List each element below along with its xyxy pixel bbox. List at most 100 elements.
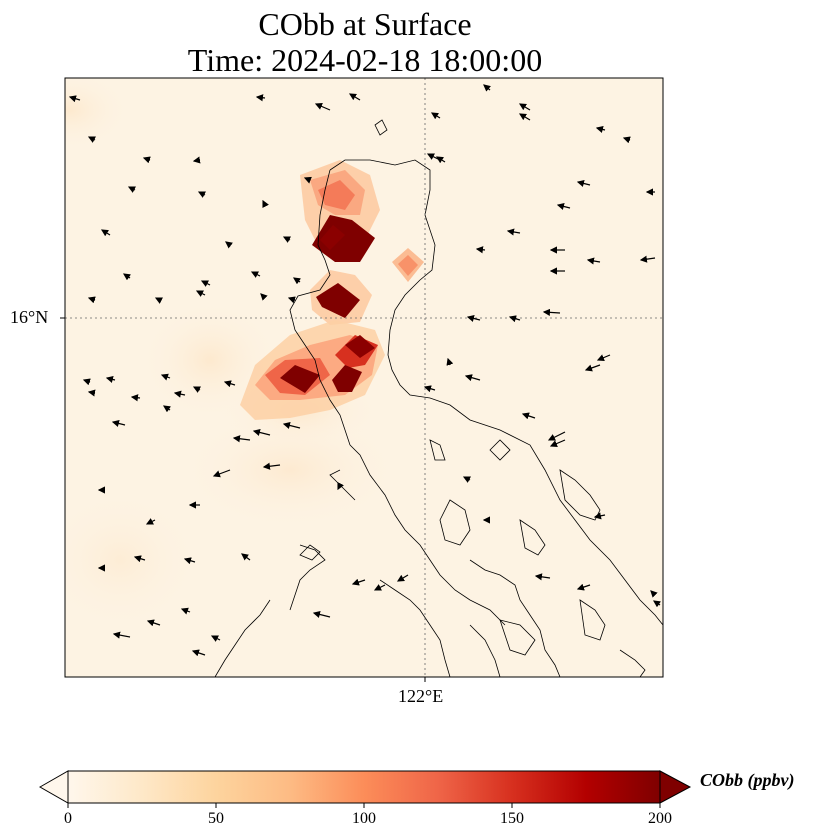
- wind-arrow: [593, 512, 606, 520]
- wind-arrow: [586, 257, 601, 265]
- wind-arrow: [396, 574, 409, 582]
- wind-arrow: [423, 385, 436, 393]
- colorbar-tick-50: 50: [208, 810, 224, 827]
- wind-arrow: [111, 419, 126, 427]
- wind-arrow: [200, 280, 211, 287]
- wind-arrow: [82, 378, 91, 386]
- wind-arrow: [534, 573, 551, 581]
- wind-arrow: [173, 390, 186, 398]
- wind-arrow: [282, 236, 291, 243]
- map-area: [54, 78, 663, 677]
- wind-arrow: [351, 578, 366, 586]
- wind-arrow: [163, 405, 171, 413]
- wind-arrow: [446, 357, 454, 366]
- lat-label: 16°N: [10, 307, 49, 327]
- map-title: CObb at Surface: [258, 6, 472, 42]
- wind-arrow: [547, 431, 566, 441]
- wind-arrow: [130, 394, 141, 402]
- wind-arrow: [255, 94, 266, 102]
- wind-arrow: [127, 186, 136, 193]
- wind-arrow: [100, 229, 111, 237]
- wind-arrow: [262, 199, 269, 208]
- wind-arrow: [596, 354, 611, 362]
- map-time: Time: 2024-02-18 18:00:00: [187, 42, 543, 78]
- wind-arrow: [54, 438, 60, 440]
- wind-arrow: [595, 125, 606, 133]
- wind-arrow: [466, 314, 481, 322]
- wind-arrow: [373, 584, 386, 591]
- wind-arrow: [180, 607, 191, 615]
- wind-arrow: [68, 95, 81, 103]
- wind-arrow: [87, 136, 96, 143]
- wind-arrow: [142, 156, 151, 164]
- colorbar-extend-max: [659, 770, 692, 804]
- east-small-plume: [392, 248, 424, 282]
- coastlines: [214, 119, 663, 677]
- wind-arrow: [303, 176, 312, 184]
- wind-arrow: [287, 296, 296, 304]
- wind-arrow: [56, 603, 60, 605]
- wind-arrow: [435, 156, 446, 164]
- wind-vectors: [54, 84, 661, 657]
- wind-arrow: [250, 271, 261, 278]
- wind-arrow: [506, 228, 521, 236]
- colorbar-tick-150: 150: [500, 810, 524, 827]
- lon-label: 122°E: [398, 686, 444, 706]
- colorbar-scale: [67, 770, 661, 804]
- wind-arrow: [145, 518, 156, 525]
- colorbar-extend-min: [38, 770, 69, 804]
- wind-arrow: [653, 600, 661, 608]
- wind-arrow: [262, 462, 281, 470]
- wind-arrow: [232, 435, 251, 443]
- wind-arrow: [252, 428, 271, 436]
- map-frame: [64, 77, 664, 678]
- wind-arrow: [191, 649, 206, 657]
- wind-arrow: [133, 555, 146, 563]
- wind-arrow: [518, 113, 531, 121]
- wind-arrow: [123, 273, 131, 281]
- wind-arrow: [195, 290, 206, 297]
- wind-arrow: [260, 293, 268, 301]
- wind-arrow: [556, 202, 571, 210]
- wind-arrow: [430, 112, 441, 120]
- wind-arrow: [462, 476, 471, 483]
- wind-arrow: [576, 583, 591, 591]
- wind-arrow: [348, 93, 361, 101]
- wind-arrow: [483, 84, 491, 92]
- wind-arrow: [650, 590, 658, 598]
- colorbar-tick-100: 100: [352, 810, 376, 827]
- colorbar-label: CObb (ppbv): [700, 770, 795, 790]
- wind-arrow: [105, 375, 116, 383]
- wind-arrow: [212, 469, 231, 478]
- wind-arrow: [112, 631, 131, 639]
- wind-arrow: [337, 482, 344, 491]
- wind-arrow: [293, 277, 301, 285]
- wind-arrow: [192, 386, 201, 393]
- wind-arrow: [192, 156, 201, 164]
- wind-arrow: [475, 246, 486, 254]
- wind-arrow: [576, 179, 591, 187]
- wind-arrow: [160, 373, 171, 381]
- wind-arrow: [197, 191, 206, 198]
- wind-arrow: [464, 374, 481, 382]
- wind-arrow: [312, 610, 331, 618]
- wind-arrow: [521, 412, 536, 420]
- wind-arrow: [508, 315, 521, 323]
- colorbar-tick-200: 200: [648, 810, 672, 827]
- central-plume: [310, 270, 372, 325]
- wind-arrow: [518, 103, 531, 111]
- wind-arrow: [87, 296, 96, 304]
- wind-arrow: [225, 241, 233, 249]
- wind-arrow: [584, 364, 601, 372]
- wind-arrow: [146, 619, 161, 627]
- colorbar-tick-0: 0: [64, 810, 72, 827]
- wind-arrow: [223, 380, 236, 388]
- wind-arrow: [549, 439, 566, 447]
- wind-arrow: [183, 557, 196, 565]
- wind-arrow: [210, 635, 221, 642]
- wind-arrow: [87, 389, 96, 397]
- wind-arrow: [314, 103, 331, 111]
- colorbar: [38, 770, 692, 808]
- wind-arrow: [622, 136, 631, 144]
